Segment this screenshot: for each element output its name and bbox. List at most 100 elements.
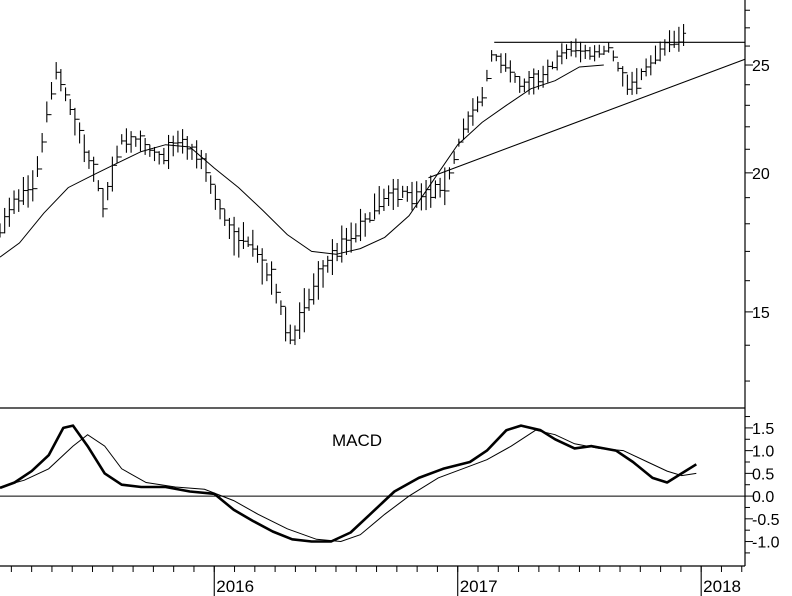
price-bar <box>554 50 560 71</box>
price-bar <box>184 136 190 160</box>
price-axis-label: 25 <box>752 58 770 75</box>
price-bar <box>573 38 579 58</box>
date-axis: 2016 2017 2018 <box>0 565 745 596</box>
price-bar <box>63 84 69 102</box>
macd-axis: 1.5 1.0 0.5 0.0 -0.5 -1.0 <box>745 416 780 554</box>
price-bar <box>564 44 570 60</box>
price-bar <box>194 140 200 169</box>
macd-axis-label: 0.5 <box>752 466 774 483</box>
price-bar <box>58 69 64 92</box>
price-bar <box>634 68 640 95</box>
price-axis-label: 20 <box>752 166 770 183</box>
price-bar <box>137 130 143 152</box>
price-bar <box>255 245 261 263</box>
macd-axis-label: 1.5 <box>752 421 774 438</box>
price-bar <box>362 213 368 237</box>
price-bar <box>152 146 158 162</box>
price-bar <box>442 167 448 206</box>
price-bar <box>493 54 499 62</box>
price-bar <box>189 143 195 160</box>
price-bar <box>240 222 246 249</box>
price-bar <box>20 176 26 205</box>
price-bar <box>615 56 621 72</box>
price-bar <box>91 156 97 182</box>
price-bar <box>596 44 602 58</box>
price-bar <box>161 147 167 165</box>
price-bar <box>479 86 485 107</box>
price-bar <box>297 302 303 339</box>
price-bar <box>423 180 429 211</box>
price-bar <box>526 70 532 95</box>
price-bar <box>273 268 279 304</box>
price-bar <box>301 288 307 333</box>
price-bar <box>166 134 172 170</box>
price-bar <box>156 151 162 165</box>
price-bar <box>545 59 551 83</box>
price-bar <box>109 156 115 192</box>
price-bar <box>470 98 476 126</box>
price-bar <box>203 153 209 182</box>
price-bar <box>592 45 598 62</box>
price-ohlc-bars <box>0 24 687 346</box>
price-bar <box>142 135 148 155</box>
price-bar <box>475 96 481 113</box>
price-bar <box>119 134 125 158</box>
price-bar <box>400 185 406 200</box>
price-bar <box>339 225 345 263</box>
price-bar <box>662 39 668 56</box>
price-bar <box>601 45 607 55</box>
price-bar <box>269 261 275 295</box>
price-bar <box>451 151 457 174</box>
price-bar <box>278 291 284 315</box>
price-bar <box>39 133 45 170</box>
price-bar <box>390 178 396 210</box>
price-bar <box>489 50 495 80</box>
price-bar <box>671 30 677 48</box>
price-bar <box>16 189 22 212</box>
date-axis-year-label: 2018 <box>703 577 741 596</box>
price-bar <box>507 60 513 83</box>
price-bar <box>465 111 471 133</box>
price-bar <box>264 259 270 282</box>
price-bar <box>198 149 204 170</box>
price-bar <box>353 223 359 243</box>
price-bar <box>133 136 139 147</box>
price-bar <box>11 190 17 214</box>
price-bar <box>358 208 364 242</box>
price-bar <box>461 118 467 143</box>
price-bar <box>25 175 31 208</box>
price-bar <box>81 129 87 163</box>
price-bar <box>428 175 434 208</box>
price-bar <box>53 62 59 95</box>
price-bar <box>306 288 312 311</box>
price-bar <box>578 41 584 63</box>
price-bar <box>638 68 644 89</box>
price-bar <box>325 255 331 273</box>
price-bar <box>381 188 387 211</box>
price-bar <box>311 273 317 305</box>
price-bar <box>2 207 8 234</box>
price-bar <box>521 78 527 93</box>
price-bar <box>180 129 186 154</box>
price-bar <box>386 185 392 207</box>
price-bar <box>44 101 50 143</box>
price-trendline <box>428 58 746 179</box>
price-bar <box>86 150 92 169</box>
price-bar <box>49 81 55 116</box>
price-bar <box>652 45 658 65</box>
price-bar <box>657 41 663 62</box>
price-bar <box>259 248 265 285</box>
price-bar <box>624 72 630 95</box>
price-bar <box>648 55 654 76</box>
price-bar <box>610 47 616 62</box>
price-bar <box>372 193 378 221</box>
price-bar <box>123 128 129 153</box>
price-axis-label: 15 <box>752 305 770 322</box>
price-bar <box>30 170 36 202</box>
price-bar <box>231 216 237 256</box>
price-bar <box>512 71 518 83</box>
price-bar <box>348 222 354 253</box>
price-trendlines <box>428 41 746 179</box>
price-bar <box>236 227 242 258</box>
